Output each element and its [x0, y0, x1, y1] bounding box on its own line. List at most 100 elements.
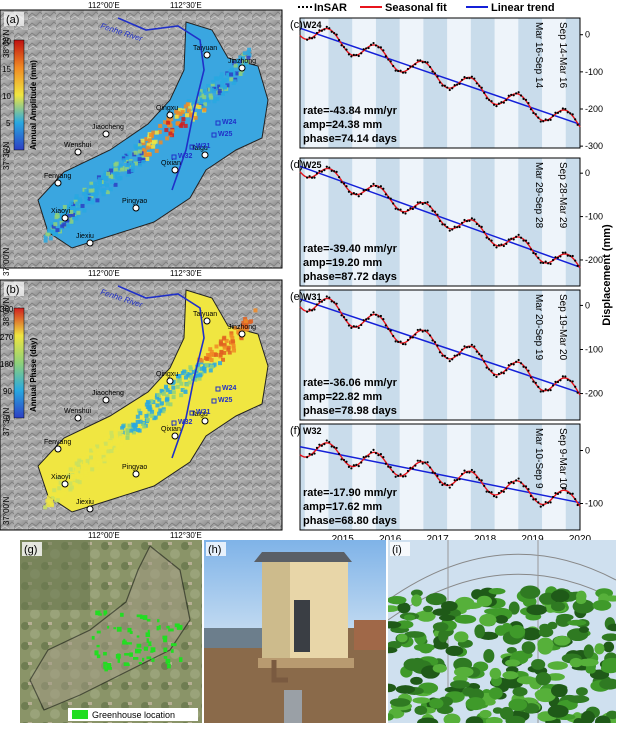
well-marker — [171, 154, 177, 160]
insar-point — [438, 219, 442, 223]
insar-point — [384, 462, 387, 465]
insar-point — [389, 466, 392, 469]
insar-point — [325, 439, 328, 442]
insar-point — [404, 475, 407, 478]
insar-point — [470, 343, 473, 346]
insar-point — [468, 471, 471, 474]
city-label: Qixian — [161, 426, 181, 433]
well-label: W32 — [178, 419, 193, 426]
insar-point — [556, 380, 560, 384]
season-label: Mar 29-Sep 28 — [533, 162, 544, 229]
insar-point — [310, 453, 314, 456]
season-band — [300, 18, 305, 148]
timeseries-panel-W24: 0 -100 -200 -300 W24(c) rate=-43.84 mm/yr amp=… — [290, 17, 603, 151]
insar-point — [490, 100, 493, 103]
insar-point — [357, 465, 360, 468]
insar-point — [458, 82, 461, 85]
insar-point — [333, 31, 336, 35]
legend-insar: InSAR — [314, 2, 347, 14]
insar-point — [468, 77, 471, 80]
insar-point — [478, 84, 481, 88]
insar-point — [451, 87, 454, 90]
insar-point — [502, 490, 505, 493]
xtick-year: 2015 — [332, 534, 355, 540]
insar-point — [438, 481, 442, 484]
timeseries-svg: InSAR Seasonal fit Linear trend 0 -100 -20… — [290, 2, 613, 540]
insar-point — [485, 490, 488, 493]
insar-point — [539, 120, 542, 123]
insar-point — [537, 256, 540, 259]
insar-point — [352, 464, 355, 467]
insar-point — [340, 181, 343, 184]
insar-point — [547, 501, 550, 504]
insar-point — [500, 489, 503, 493]
insar-point — [362, 456, 365, 459]
insar-point — [330, 169, 333, 172]
insar-point — [549, 118, 552, 121]
insar-point — [512, 482, 515, 485]
insar-point — [448, 229, 451, 232]
insar-point — [416, 201, 419, 204]
legend-seasonal: Seasonal fit — [385, 2, 447, 14]
insar-point — [539, 261, 542, 264]
insar-point — [365, 455, 368, 458]
insar-point — [315, 303, 319, 306]
insar-point — [571, 113, 574, 116]
insar-point — [574, 118, 577, 121]
lat-a-2: 37°30'N — [2, 141, 11, 170]
insar-point — [362, 319, 365, 322]
greenhouse-swatch — [72, 710, 88, 719]
cb-a-tick-5: 5 — [6, 119, 11, 128]
insar-point — [524, 239, 528, 242]
lat-b-3: 37°00'N — [2, 496, 11, 525]
insar-point — [394, 69, 397, 72]
insar-point — [561, 375, 564, 378]
insar-point — [470, 75, 473, 78]
lat-b-2: 37°30'N — [2, 407, 11, 436]
insar-point — [308, 308, 311, 311]
insar-point — [377, 46, 380, 49]
insar-point — [320, 170, 323, 173]
insar-point — [340, 44, 343, 47]
insar-point — [483, 360, 486, 363]
cb-a-tick-10: 10 — [2, 92, 11, 101]
insar-point — [510, 93, 513, 96]
insar-point — [549, 501, 552, 504]
insar-point — [470, 217, 473, 220]
insar-point — [323, 28, 326, 31]
insar-point — [360, 323, 363, 327]
city-label: Jiaocheng — [92, 124, 124, 131]
insar-point — [517, 91, 520, 94]
insar-point — [519, 94, 523, 97]
insar-point — [406, 469, 410, 473]
insar-point — [340, 458, 343, 461]
insar-point — [539, 390, 542, 393]
insar-point — [460, 78, 464, 81]
insar-point — [310, 309, 314, 312]
insar-point — [524, 485, 528, 488]
cb-b-tick-0: 0 — [6, 414, 11, 423]
insar-point — [519, 236, 523, 239]
xtick-year: 2019 — [521, 534, 544, 540]
basin-outline — [29, 545, 191, 711]
insar-point — [382, 187, 385, 190]
map-a: (a) Fenhe River 20 15 10 5 0 Annual Ampl… — [0, 1, 283, 269]
insar-point — [424, 201, 427, 204]
insar-point — [505, 487, 508, 490]
insar-point — [369, 185, 373, 188]
insar-point — [318, 443, 321, 446]
insar-point — [342, 45, 346, 49]
insar-point — [328, 166, 331, 169]
well-marker — [189, 144, 195, 150]
season-band — [518, 424, 543, 530]
insar-point — [478, 224, 481, 227]
insar-point — [527, 242, 530, 245]
insar-point — [387, 58, 390, 61]
insar-point — [559, 110, 562, 113]
seasonal-fit-line — [299, 167, 581, 269]
well-label: W24 — [222, 119, 237, 126]
insar-point — [433, 340, 437, 344]
insar-point — [315, 31, 319, 35]
insar-point — [529, 248, 533, 251]
season-band — [300, 290, 305, 420]
